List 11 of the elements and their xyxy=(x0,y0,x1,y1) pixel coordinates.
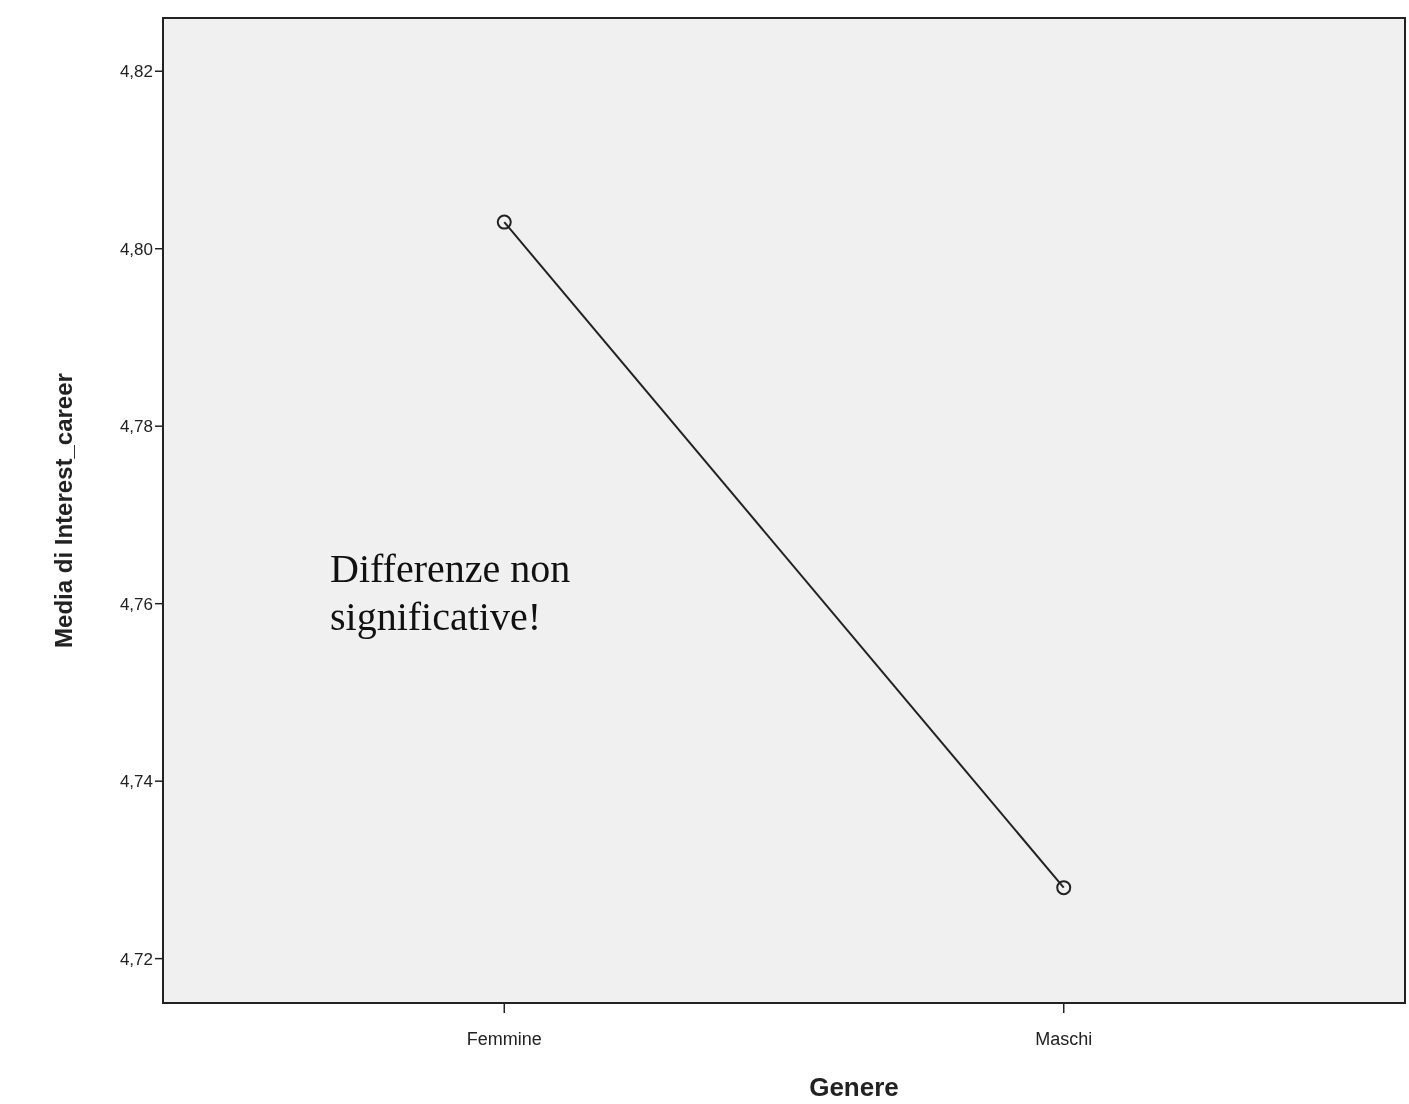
y-axis-title: Media di Interest_career xyxy=(50,373,77,648)
y-tick-label: 4,76 xyxy=(119,594,153,614)
x-tick-label: Femmine xyxy=(466,1029,542,1049)
y-tick-label: 4,80 xyxy=(119,239,153,259)
x-tick-label: Maschi xyxy=(1035,1029,1093,1049)
x-axis-title: Genere xyxy=(809,1072,899,1102)
y-tick-label: 4,78 xyxy=(119,417,153,437)
y-tick-label: 4,74 xyxy=(119,772,153,792)
y-tick-label: 4,82 xyxy=(119,62,153,82)
annotation: Differenze non significative! xyxy=(330,546,571,639)
y-tick-label: 4,72 xyxy=(119,949,153,969)
